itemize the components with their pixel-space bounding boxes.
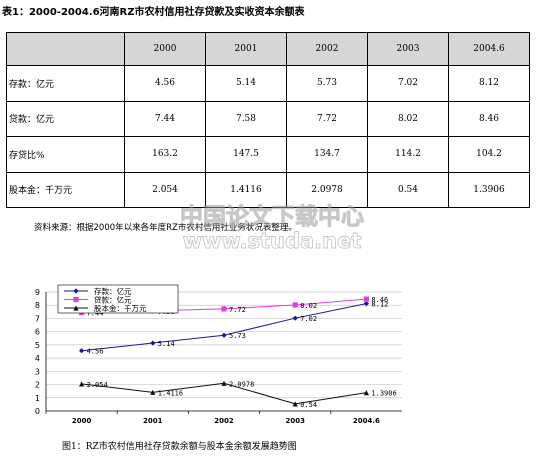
y-tick-label: 8 bbox=[35, 301, 40, 310]
data-label: 7.44 bbox=[87, 310, 104, 318]
y-tick-label: 7 bbox=[35, 314, 40, 323]
data-label: 0.54 bbox=[300, 401, 317, 409]
table-cell: 0.54 bbox=[367, 171, 449, 208]
legend-label: 贷款：亿元 bbox=[94, 295, 132, 305]
table-cell: 147.5 bbox=[205, 136, 287, 173]
column-header: 2004.6 bbox=[448, 32, 530, 66]
data-label: 8.12 bbox=[371, 301, 388, 309]
table-cell: 134.7 bbox=[286, 136, 368, 173]
table-row: 贷款：亿元 7.44 7.58 7.72 8.02 8.46 bbox=[6, 100, 530, 137]
y-tick-label: 2 bbox=[35, 381, 40, 390]
table-cell: 114.2 bbox=[367, 136, 449, 173]
column-header: 2001 bbox=[205, 32, 287, 66]
chart-axes: 0 1 2 3 4 5 6 7 8 9 2000 2001 2002 2003 2004.6 bbox=[35, 288, 402, 425]
y-tick-label: 6 bbox=[35, 328, 40, 337]
data-label: 4.56 bbox=[87, 348, 104, 356]
table-cell: 2.0978 bbox=[286, 171, 368, 208]
data-point bbox=[221, 306, 227, 312]
row-label: 贷款：亿元 bbox=[6, 100, 125, 137]
x-tick-label: 2003 bbox=[285, 417, 305, 425]
watermark: 中国论文下载中心 www.studa.net bbox=[180, 203, 365, 252]
table-cell: 8.46 bbox=[448, 100, 530, 137]
table-cell: 7.02 bbox=[367, 65, 449, 102]
column-header: 2003 bbox=[367, 32, 449, 66]
legend-label: 股本金：千万元 bbox=[94, 303, 147, 313]
table-cell: 8.12 bbox=[448, 65, 530, 102]
watermark-title: 中国论文下载中心 bbox=[180, 203, 364, 230]
data-point bbox=[73, 288, 79, 294]
table-header-row: 2000 2001 2002 2003 2004.6 bbox=[6, 32, 530, 66]
y-tick-label: 9 bbox=[35, 288, 40, 297]
data-point bbox=[221, 380, 227, 386]
data-point bbox=[79, 348, 85, 354]
watermark-url: www.studa.net bbox=[183, 229, 362, 252]
series-line bbox=[81, 382, 367, 405]
data-label: 2.0978 bbox=[229, 380, 254, 388]
data-point bbox=[150, 340, 156, 346]
source-note: 资料来源：根据2000年以来各年度RZ市农村信用社业务状况表整理。 bbox=[34, 223, 297, 233]
table-cell: 1.4116 bbox=[205, 171, 287, 208]
data-point bbox=[292, 401, 298, 407]
data-point bbox=[363, 296, 369, 302]
data-point bbox=[79, 381, 85, 387]
x-tick-label: 2001 bbox=[143, 417, 163, 425]
data-label: 8.46 bbox=[371, 296, 388, 304]
data-label: 2.054 bbox=[87, 381, 108, 389]
row-label: 股本金：千万元 bbox=[6, 171, 125, 208]
table-corner-cell bbox=[6, 32, 125, 66]
data-point bbox=[363, 301, 369, 307]
table-cell: 4.56 bbox=[124, 65, 206, 102]
data-point bbox=[73, 305, 79, 311]
table-cell: 1.3906 bbox=[448, 171, 530, 208]
data-table: 2000 2001 2002 2003 2004.6 存款：亿元 4.56 5.… bbox=[6, 32, 530, 208]
chart-series: 4.565.145.737.028.127.447.587.728.028.46… bbox=[79, 296, 397, 409]
table-title: 表1：2000-2004.6河南RZ市农村信用社存贷款及实收资本余额表 bbox=[2, 7, 305, 18]
y-tick-label: 0 bbox=[35, 407, 40, 416]
column-header: 2000 bbox=[124, 32, 206, 66]
y-tick-label: 5 bbox=[35, 341, 40, 350]
table-cell: 7.58 bbox=[205, 100, 287, 137]
table-cell: 7.72 bbox=[286, 100, 368, 137]
x-tick-label: 2002 bbox=[214, 417, 234, 425]
legend-label: 存款：亿元 bbox=[94, 286, 132, 296]
data-label: 8.02 bbox=[300, 302, 317, 310]
table-row: 存贷比% 163.2 147.5 134.7 114.2 104.2 bbox=[6, 136, 530, 173]
table-cell: 5.73 bbox=[286, 65, 368, 102]
data-point bbox=[363, 390, 369, 396]
column-header: 2002 bbox=[286, 32, 368, 66]
table-row: 存款：亿元 4.56 5.14 5.73 7.02 8.12 bbox=[6, 65, 530, 102]
data-point bbox=[150, 389, 156, 395]
data-point bbox=[221, 332, 227, 338]
data-point bbox=[292, 302, 298, 308]
data-label: 1.4116 bbox=[158, 389, 183, 397]
figure-caption: 图1：RZ市农村信用社存贷款余额与股本金余额发展趋势图 bbox=[62, 442, 297, 452]
data-label: 7.72 bbox=[229, 306, 246, 314]
y-tick-label: 3 bbox=[35, 367, 40, 376]
trend-chart: 0 1 2 3 4 5 6 7 8 9 2000 2001 2002 2003 2004.6 4.56 5.1… bbox=[35, 284, 402, 425]
table-row: 股本金：千万元 2.054 1.4116 2.0978 0.54 1.3906 bbox=[6, 171, 530, 208]
data-label: 5.73 bbox=[229, 332, 246, 340]
x-tick-label: 2000 bbox=[72, 417, 92, 425]
table-cell: 5.14 bbox=[205, 65, 287, 102]
data-point bbox=[73, 296, 79, 303]
data-label: 1.3906 bbox=[371, 390, 396, 398]
x-tick-label: 2004.6 bbox=[353, 417, 380, 425]
data-label: 7.02 bbox=[300, 315, 317, 323]
data-point bbox=[292, 315, 298, 321]
table-cell: 104.2 bbox=[448, 136, 530, 173]
table-cell: 7.44 bbox=[124, 100, 206, 137]
data-label: 5.14 bbox=[158, 340, 175, 348]
table-cell: 163.2 bbox=[124, 136, 206, 173]
row-label: 存贷比% bbox=[6, 136, 125, 173]
row-label: 存款：亿元 bbox=[6, 65, 125, 102]
table-cell: 8.02 bbox=[367, 100, 449, 137]
y-tick-label: 4 bbox=[35, 354, 40, 363]
y-tick-label: 1 bbox=[35, 394, 40, 403]
